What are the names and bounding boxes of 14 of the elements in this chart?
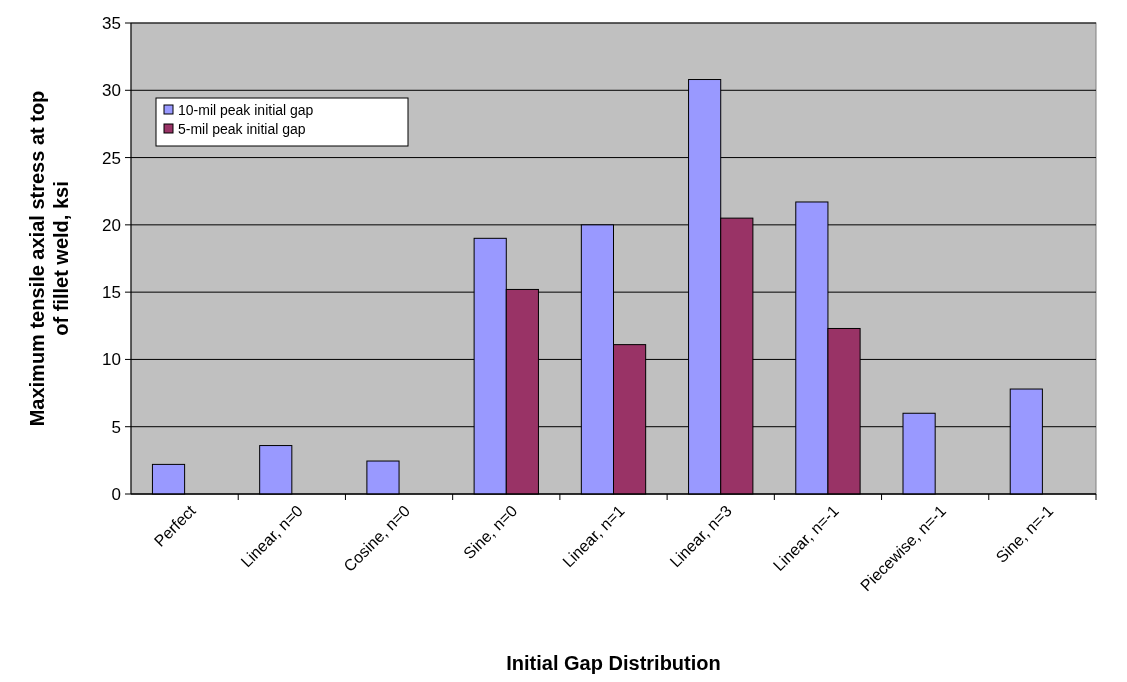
y-tick-label: 0: [111, 484, 121, 504]
y-tick-label: 30: [102, 81, 121, 101]
y-tick-label: 35: [102, 13, 121, 33]
y-tick-label: 5: [111, 417, 121, 437]
legend-label: 5-mil peak initial gap: [178, 120, 306, 137]
y-tick-label: 25: [102, 148, 121, 168]
y-tick-label: 15: [102, 283, 121, 303]
y-tick-label: 10: [102, 350, 121, 370]
x-tick-label: Sine, n=0: [460, 501, 521, 563]
x-axis-title: Initial Gap Distribution: [506, 652, 721, 674]
y-tick-label: 20: [102, 215, 121, 235]
legend-label: 10-mil peak initial gap: [178, 101, 314, 118]
y-axis-title: Maximum tensile axial stress at top of fillet weld, ksi: [26, 90, 72, 427]
x-tick-label: Sine, n=-1: [992, 501, 1057, 566]
